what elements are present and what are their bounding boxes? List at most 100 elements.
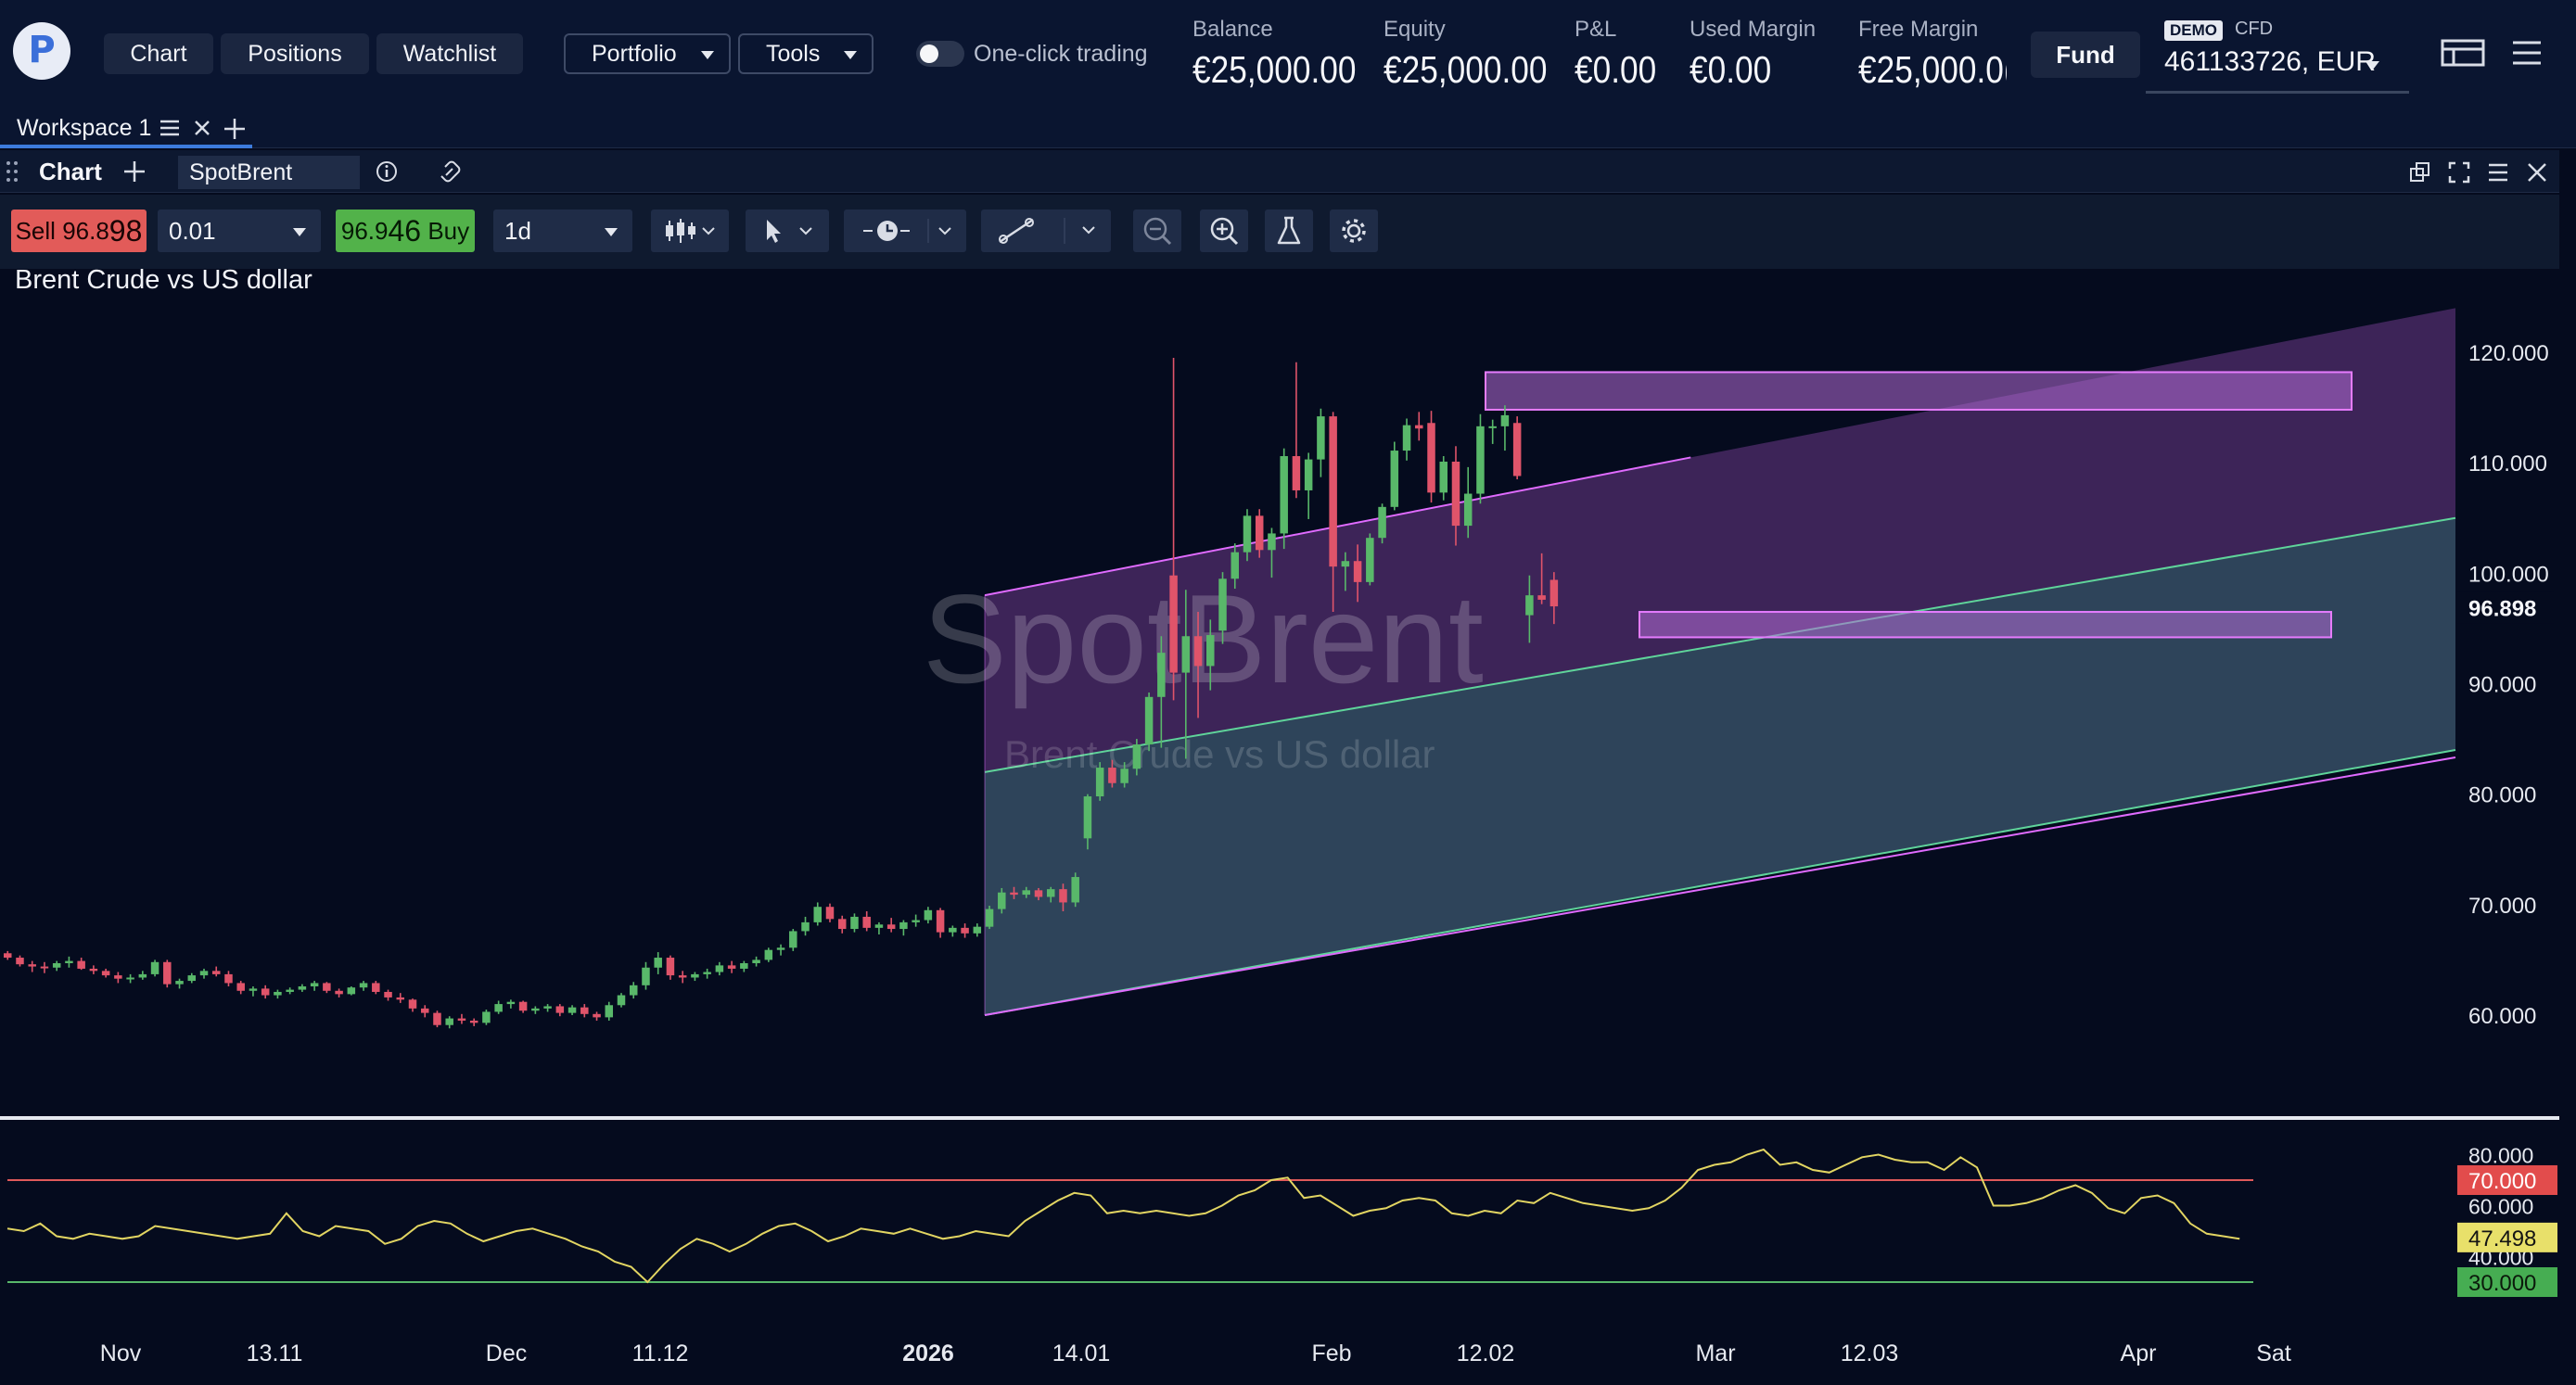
sell-price-big: 98 bbox=[108, 213, 143, 248]
drag-handle-icon[interactable] bbox=[6, 159, 19, 184]
chart-toolbar: Sell 96.8 98 0.01 96.9 46 Buy 1d bbox=[0, 195, 2559, 269]
nav-watchlist-button[interactable]: Watchlist bbox=[376, 33, 523, 74]
fund-button[interactable]: Fund bbox=[2031, 32, 2140, 78]
price-tick-label: 70.000 bbox=[2468, 894, 2536, 919]
drawing-tools-button[interactable] bbox=[981, 210, 1111, 252]
balance-label: Balance bbox=[1192, 17, 1273, 42]
candle-body bbox=[1415, 425, 1423, 429]
symbol-search-input[interactable] bbox=[178, 156, 360, 189]
workspace-menu-icon[interactable] bbox=[159, 119, 180, 137]
settings-button[interactable] bbox=[1330, 210, 1378, 252]
logo-glyph: P bbox=[28, 29, 56, 71]
candle-body bbox=[567, 1007, 577, 1013]
fib-lower-line bbox=[984, 749, 2456, 1016]
time-tick-label: 2026 bbox=[902, 1341, 954, 1366]
price-tick-label: 80.000 bbox=[2468, 783, 2536, 808]
candle-body bbox=[1108, 768, 1116, 783]
crosshair-tool-button[interactable] bbox=[844, 210, 966, 252]
fib-lower-edge-line bbox=[984, 756, 2456, 1016]
timeframe-select[interactable]: 1d bbox=[493, 210, 632, 252]
zoom-out-icon bbox=[1143, 217, 1172, 246]
candle-body bbox=[1366, 538, 1374, 582]
candle-body bbox=[1022, 890, 1031, 896]
chevron-down-icon[interactable] bbox=[2366, 61, 2379, 70]
cursor-tool-button[interactable] bbox=[746, 210, 829, 252]
close-icon[interactable] bbox=[193, 119, 211, 137]
chevron-down-icon bbox=[701, 51, 714, 59]
one-click-trading-toggle[interactable] bbox=[916, 41, 964, 67]
zone-rectangles[interactable] bbox=[1485, 371, 2353, 639]
rsi-current-tag: 47.498 bbox=[2468, 1226, 2536, 1252]
add-panel-icon[interactable] bbox=[122, 159, 147, 184]
candle-body bbox=[1095, 768, 1104, 797]
quantity-value: 0.01 bbox=[169, 216, 216, 245]
price-tick-label: 90.000 bbox=[2468, 673, 2536, 698]
candle-body bbox=[433, 1012, 441, 1025]
candle-body bbox=[1512, 423, 1522, 476]
link-icon[interactable] bbox=[436, 159, 462, 184]
candle-body bbox=[936, 909, 945, 933]
rsi-tick-label: 80.000 bbox=[2468, 1144, 2533, 1168]
candle-body bbox=[469, 1020, 478, 1023]
fib-lower-zone bbox=[985, 517, 2455, 1015]
layout-icon[interactable] bbox=[2441, 39, 2485, 67]
rsi-upper-tag: 70.000 bbox=[2468, 1169, 2536, 1194]
nav-positions-button[interactable]: Positions bbox=[221, 33, 369, 74]
buy-price-big: 46 bbox=[388, 213, 422, 248]
fullscreen-icon[interactable] bbox=[2448, 161, 2470, 184]
watermark-name: Brent Crude vs US dollar bbox=[1004, 732, 1435, 776]
candle-body bbox=[666, 958, 675, 976]
sell-price-main: 96.8 bbox=[62, 216, 109, 245]
free-margin-clip: €25,000.0( bbox=[1858, 46, 2007, 98]
candle-body bbox=[912, 920, 920, 922]
time-axis[interactable]: Nov 13.11 Dec 11.12 2026 14.01 Feb 12.02 Mar 12.0… bbox=[100, 1341, 2291, 1366]
hamburger-menu-icon[interactable] bbox=[2511, 39, 2543, 67]
candle-body bbox=[1463, 493, 1473, 527]
candle-body bbox=[310, 983, 319, 987]
info-icon[interactable] bbox=[375, 159, 399, 184]
pepperstone-logo[interactable]: P bbox=[13, 22, 70, 80]
popout-icon[interactable] bbox=[2409, 161, 2431, 184]
candle-body bbox=[101, 971, 110, 976]
fib-channel-drawing[interactable] bbox=[984, 308, 2456, 1016]
candle-body bbox=[1255, 515, 1264, 551]
candle-body bbox=[1071, 877, 1079, 903]
candle-body bbox=[1402, 425, 1411, 451]
add-workspace-icon[interactable] bbox=[223, 117, 247, 141]
candle-body bbox=[789, 931, 797, 948]
pane-separator[interactable] bbox=[0, 1116, 2559, 1120]
candle-body bbox=[77, 960, 85, 969]
candle-body bbox=[249, 988, 258, 991]
candles bbox=[4, 357, 1559, 1029]
nav-chart-button[interactable]: Chart bbox=[104, 33, 213, 74]
account-selector[interactable]: 461133726, EUR bbox=[2164, 46, 2376, 77]
candle-body bbox=[924, 909, 933, 921]
chart-type-button[interactable] bbox=[651, 210, 729, 252]
resistance-zone-rect bbox=[1485, 371, 2353, 411]
price-axis[interactable]: 120.000 110.000 100.000 90.000 80.000 70.000 6… bbox=[2457, 341, 2554, 1029]
buy-button[interactable]: 96.9 46 Buy bbox=[336, 210, 475, 252]
zoom-out-button[interactable] bbox=[1133, 210, 1181, 252]
tools-dropdown[interactable]: Tools bbox=[738, 33, 874, 74]
sell-button[interactable]: Sell 96.8 98 bbox=[11, 210, 147, 252]
price-chart[interactable]: SpotBrent Brent Crude vs US dollar 120.0… bbox=[0, 269, 2559, 1385]
timeframe-value: 1d bbox=[504, 216, 531, 245]
close-panel-icon[interactable] bbox=[2526, 161, 2548, 184]
price-tick-label: 60.000 bbox=[2468, 1004, 2536, 1029]
workspace-tab-label: Workspace 1 bbox=[17, 114, 152, 141]
equity-value: €25,000.00 bbox=[1384, 48, 1548, 91]
candle-body bbox=[654, 958, 662, 968]
candle-body bbox=[52, 962, 61, 968]
candle-body bbox=[4, 953, 12, 959]
fib-upper-zone bbox=[985, 308, 2455, 772]
candle-body bbox=[138, 973, 147, 978]
portfolio-dropdown[interactable]: Portfolio bbox=[564, 33, 731, 74]
indicators-button[interactable] bbox=[1265, 210, 1313, 252]
candle-body bbox=[126, 977, 134, 980]
quantity-select[interactable]: 0.01 bbox=[158, 210, 321, 252]
panel-menu-icon[interactable] bbox=[2487, 161, 2509, 184]
workspace-tab[interactable]: Workspace 1 bbox=[17, 109, 151, 146]
time-tick-label: Apr bbox=[2121, 1341, 2157, 1366]
tools-label: Tools bbox=[766, 40, 821, 67]
zoom-in-button[interactable] bbox=[1200, 210, 1248, 252]
